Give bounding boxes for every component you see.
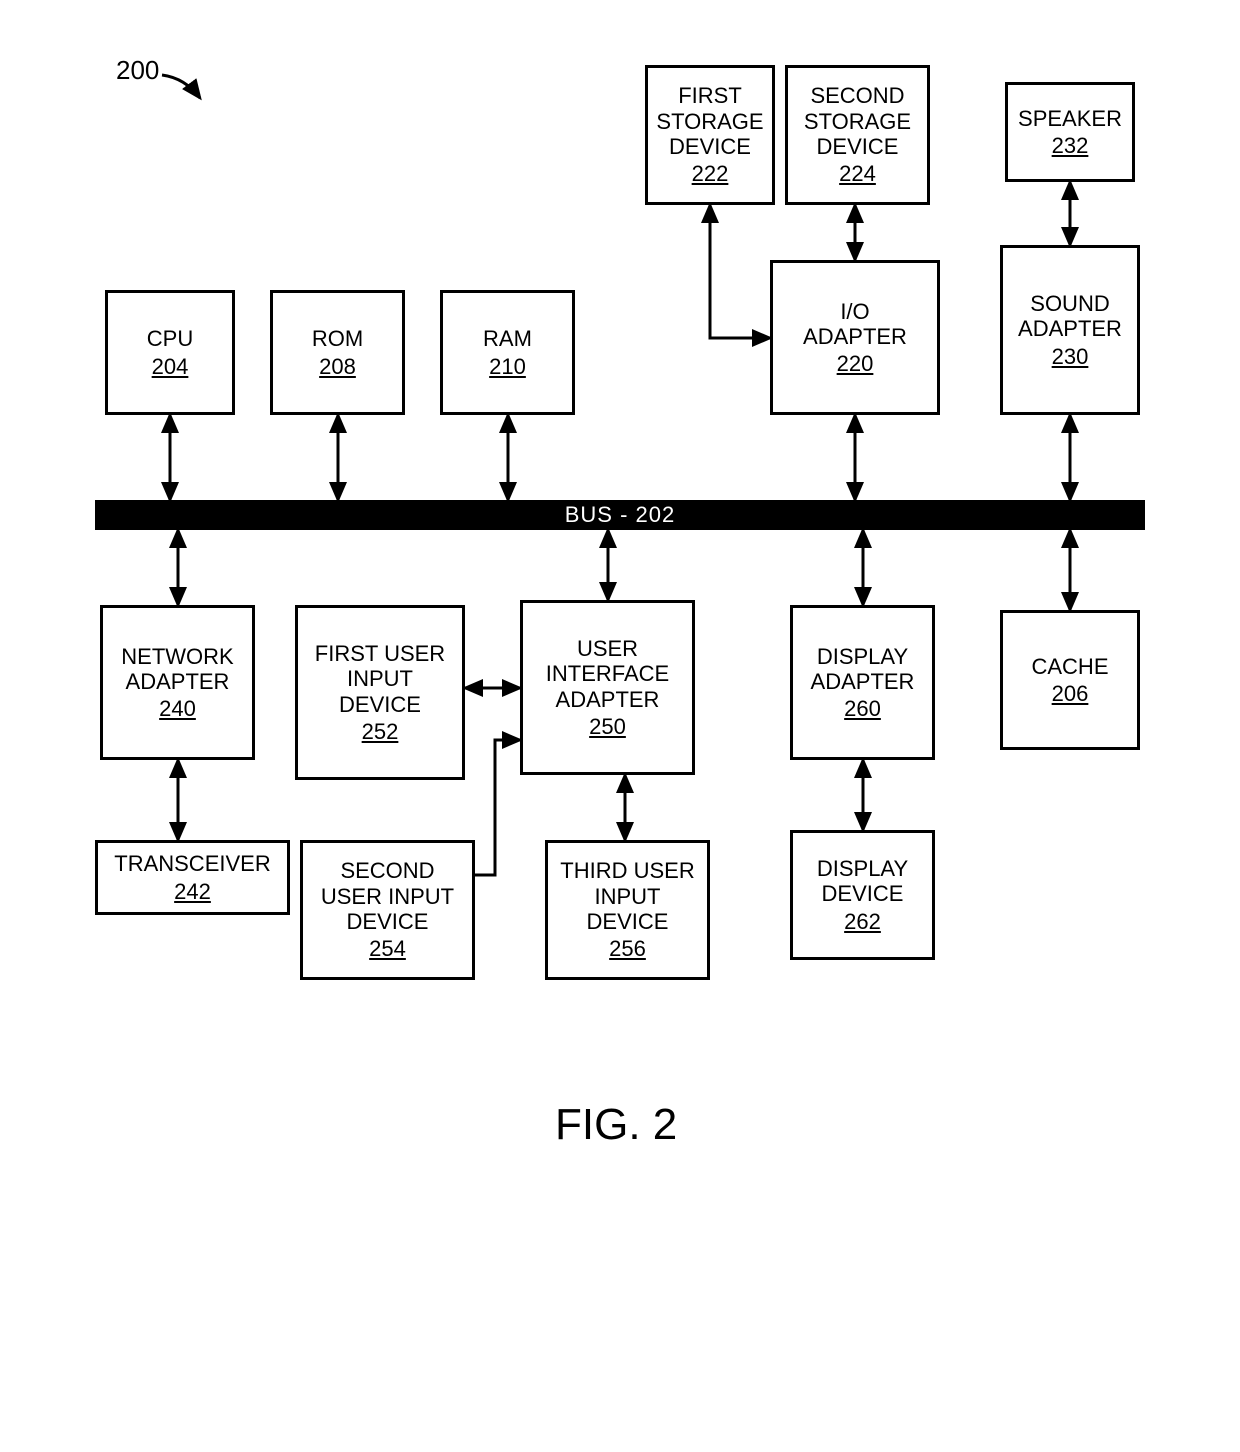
node-ref: 222 xyxy=(692,161,729,186)
node-second-storage: SECONDSTORAGEDEVICE 224 xyxy=(785,65,930,205)
node-second-input: SECONDUSER INPUTDEVICE 254 xyxy=(300,840,475,980)
node-label: DISPLAYDEVICE xyxy=(817,856,908,907)
node-ram: RAM 210 xyxy=(440,290,575,415)
node-speaker: SPEAKER 232 xyxy=(1005,82,1135,182)
node-first-input: FIRST USERINPUTDEVICE 252 xyxy=(295,605,465,780)
node-ref: 220 xyxy=(837,351,874,376)
node-label: DISPLAYADAPTER xyxy=(811,644,915,695)
node-label: CACHE xyxy=(1031,654,1108,679)
node-label: SECONDUSER INPUTDEVICE xyxy=(321,858,454,934)
node-label: SECONDSTORAGEDEVICE xyxy=(804,83,911,159)
node-label: ROM xyxy=(312,326,363,351)
figure-caption: FIG. 2 xyxy=(555,1100,677,1150)
node-ref: 208 xyxy=(319,354,356,379)
node-cache: CACHE 206 xyxy=(1000,610,1140,750)
node-label: THIRD USERINPUTDEVICE xyxy=(560,858,694,934)
node-ref: 242 xyxy=(174,879,211,904)
diagram-canvas: 200 BUS - 202 SPEAKER 232 SOUNDADAPTER 2… xyxy=(0,0,1240,1452)
node-ref: 250 xyxy=(589,714,626,739)
node-first-storage: FIRSTSTORAGEDEVICE 222 xyxy=(645,65,775,205)
bus-label: BUS - 202 xyxy=(565,502,676,528)
node-display-device: DISPLAYDEVICE 262 xyxy=(790,830,935,960)
figure-ref-number: 200 xyxy=(116,55,159,86)
node-cpu: CPU 204 xyxy=(105,290,235,415)
node-ref: 262 xyxy=(844,909,881,934)
node-ref: 232 xyxy=(1052,133,1089,158)
node-ui-adapter: USERINTERFACEADAPTER 250 xyxy=(520,600,695,775)
node-ref: 204 xyxy=(152,354,189,379)
node-label: FIRST USERINPUTDEVICE xyxy=(315,641,445,717)
node-label: SPEAKER xyxy=(1018,106,1122,131)
node-display-adapter: DISPLAYADAPTER 260 xyxy=(790,605,935,760)
node-rom: ROM 208 xyxy=(270,290,405,415)
node-label: SOUNDADAPTER xyxy=(1018,291,1122,342)
node-ref: 256 xyxy=(609,936,646,961)
bus-bar: BUS - 202 xyxy=(95,500,1145,530)
node-ref: 240 xyxy=(159,696,196,721)
node-third-input: THIRD USERINPUTDEVICE 256 xyxy=(545,840,710,980)
node-ref: 252 xyxy=(362,719,399,744)
node-ref: 224 xyxy=(839,161,876,186)
node-ref: 230 xyxy=(1052,344,1089,369)
node-label: USERINTERFACEADAPTER xyxy=(546,636,669,712)
node-ref: 206 xyxy=(1052,681,1089,706)
node-label: FIRSTSTORAGEDEVICE xyxy=(656,83,763,159)
node-transceiver: TRANSCEIVER 242 xyxy=(95,840,290,915)
node-io-adapter: I/OADAPTER 220 xyxy=(770,260,940,415)
node-sound-adapter: SOUNDADAPTER 230 xyxy=(1000,245,1140,415)
node-label: NETWORKADAPTER xyxy=(121,644,233,695)
node-ref: 260 xyxy=(844,696,881,721)
node-ref: 210 xyxy=(489,354,526,379)
node-ref: 254 xyxy=(369,936,406,961)
node-label: I/OADAPTER xyxy=(803,299,907,350)
node-label: RAM xyxy=(483,326,532,351)
node-label: CPU xyxy=(147,326,193,351)
node-label: TRANSCEIVER xyxy=(114,851,270,876)
node-network-adapter: NETWORKADAPTER 240 xyxy=(100,605,255,760)
